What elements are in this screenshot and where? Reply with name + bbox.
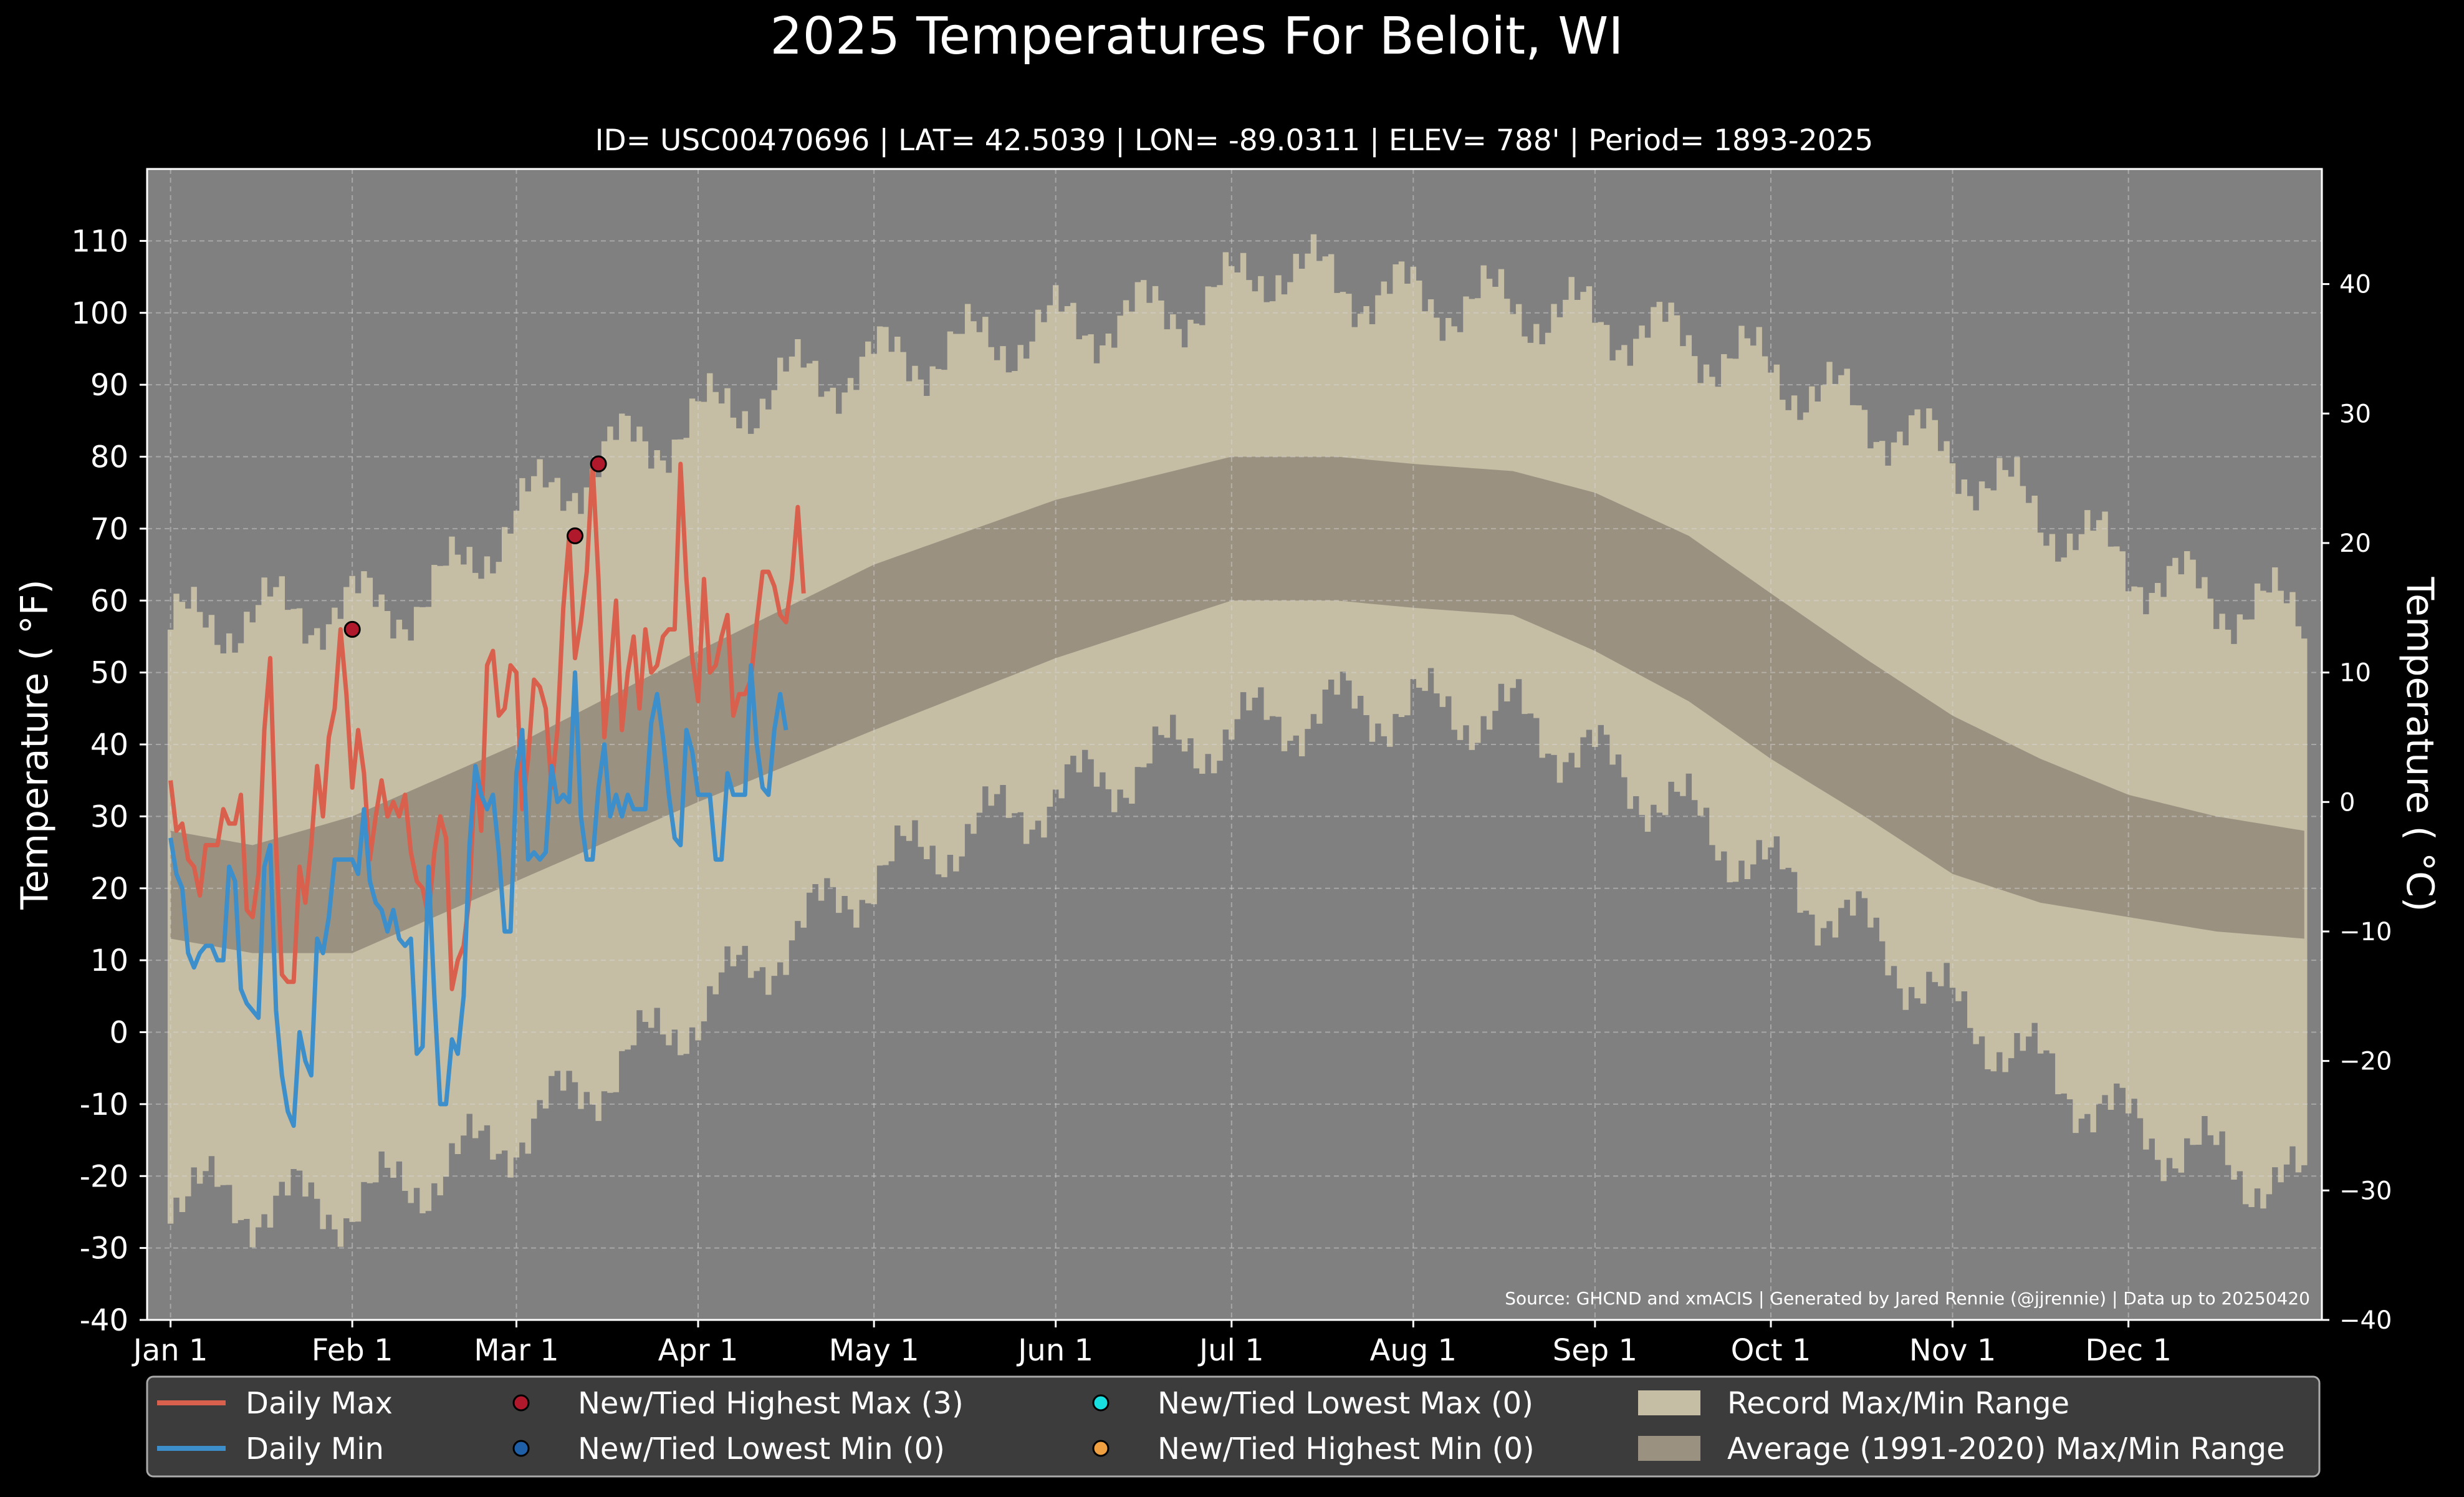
- left-y-axis: -40 -30 -20 -10 0 10 20 30 40 50 60 70 80 90 100 110: [71, 224, 147, 1338]
- legend-swatch-patch: [1638, 1390, 1700, 1415]
- plot-area: [146, 168, 2323, 1321]
- x-tick-label: Nov 1: [1909, 1333, 1996, 1368]
- y-tick-label-left: 80: [90, 440, 128, 475]
- average-range-band: [170, 456, 2304, 953]
- y-tick-label-left: 0: [109, 1016, 128, 1051]
- x-tick-label: Jun 1: [1016, 1333, 1093, 1368]
- x-tick-label: Feb 1: [312, 1333, 393, 1368]
- legend-label: New/Tied Highest Max (3): [578, 1386, 964, 1421]
- x-tick-label: Apr 1: [658, 1333, 739, 1368]
- y-tick-label-left: 20: [90, 872, 128, 907]
- y-tick-label-left: -10: [80, 1087, 128, 1122]
- y-tick-label-left: 60: [90, 584, 128, 619]
- y-tick-label-left: 70: [90, 512, 128, 547]
- x-tick-label: Jan 1: [132, 1333, 208, 1368]
- y-tick-label-right: 30: [2339, 400, 2371, 428]
- legend-swatch-marker: [1092, 1394, 1110, 1412]
- y-tick-label-left: 100: [71, 296, 128, 331]
- record-highest-max-marker: [343, 620, 361, 638]
- legend-label: New/Tied Highest Min (0): [1158, 1432, 1535, 1466]
- y-tick-label-right: −30: [2339, 1177, 2392, 1205]
- y-tick-label-left: -30: [80, 1231, 128, 1266]
- legend-swatch-marker: [1092, 1440, 1110, 1457]
- x-tick-label: Jul 1: [1197, 1333, 1264, 1368]
- x-axis: Jan 1 Feb 1 Mar 1 Apr 1 May 1 Jun 1 Jul 1 Aug 1…: [132, 1320, 2172, 1368]
- y-tick-label-left: 110: [71, 224, 128, 259]
- x-tick-label: Mar 1: [474, 1333, 558, 1368]
- legend: Daily Max Daily Min New/Tied Highest Max (…: [146, 1375, 2321, 1478]
- y-tick-label-right: 0: [2339, 788, 2355, 817]
- daily-max-line: [168, 461, 806, 991]
- legend-box: [146, 1375, 2321, 1478]
- legend-label: New/Tied Lowest Min (0): [578, 1432, 945, 1466]
- right-y-axis: −40 −30 −20 −10 0 10 20 30 40: [2322, 271, 2392, 1335]
- record-range-band: [167, 234, 2308, 1248]
- y-tick-label-left: 40: [90, 728, 128, 763]
- y-tick-label-right: −20: [2339, 1047, 2392, 1076]
- chart-title: 2025 Temperatures For Beloit, WI: [770, 7, 1623, 66]
- daily-min-line: [168, 663, 789, 1128]
- x-tick-label: Sep 1: [1553, 1333, 1637, 1368]
- record-highest-max-marker: [590, 455, 607, 473]
- y-tick-label-left: 30: [90, 799, 128, 834]
- y-tick-label-right: −10: [2339, 918, 2392, 946]
- legend-label: Daily Min: [246, 1432, 384, 1466]
- legend-label: Record Max/Min Range: [1727, 1386, 2069, 1421]
- y-tick-label-left: -40: [80, 1303, 128, 1338]
- chart-subtitle: ID= USC00470696 | LAT= 42.5039 | LON= -8…: [595, 123, 1874, 158]
- x-tick-label: May 1: [829, 1333, 919, 1368]
- y-tick-label-right: 40: [2339, 271, 2371, 299]
- source-note: Source: GHCND and xmACIS | Generated by …: [1505, 1288, 2310, 1309]
- legend-label: Daily Max: [246, 1386, 393, 1421]
- y-tick-label-right: 10: [2339, 659, 2371, 688]
- x-tick-label: Aug 1: [1370, 1333, 1457, 1368]
- legend-swatch-marker: [512, 1440, 530, 1457]
- legend-swatch-patch: [1638, 1436, 1700, 1461]
- y-axis-label-left: Temperature ( °F): [13, 579, 57, 910]
- legend-swatch-marker: [512, 1394, 530, 1412]
- y-tick-label-left: 50: [90, 656, 128, 691]
- legend-label: New/Tied Lowest Max (0): [1158, 1386, 1533, 1421]
- x-tick-label: Oct 1: [1731, 1333, 1811, 1368]
- y-tick-label-left: 90: [90, 368, 128, 403]
- x-tick-label: Dec 1: [2085, 1333, 2172, 1368]
- y-axis-label-right: Temperature ( °C): [2398, 577, 2442, 912]
- y-tick-label-left: -20: [80, 1159, 128, 1194]
- y-tick-label-right: −40: [2339, 1306, 2392, 1335]
- y-tick-label-left: 10: [90, 943, 128, 978]
- record-highest-max-marker: [567, 527, 584, 544]
- y-tick-label-right: 20: [2339, 529, 2371, 558]
- legend-label: Average (1991-2020) Max/Min Range: [1727, 1432, 2285, 1466]
